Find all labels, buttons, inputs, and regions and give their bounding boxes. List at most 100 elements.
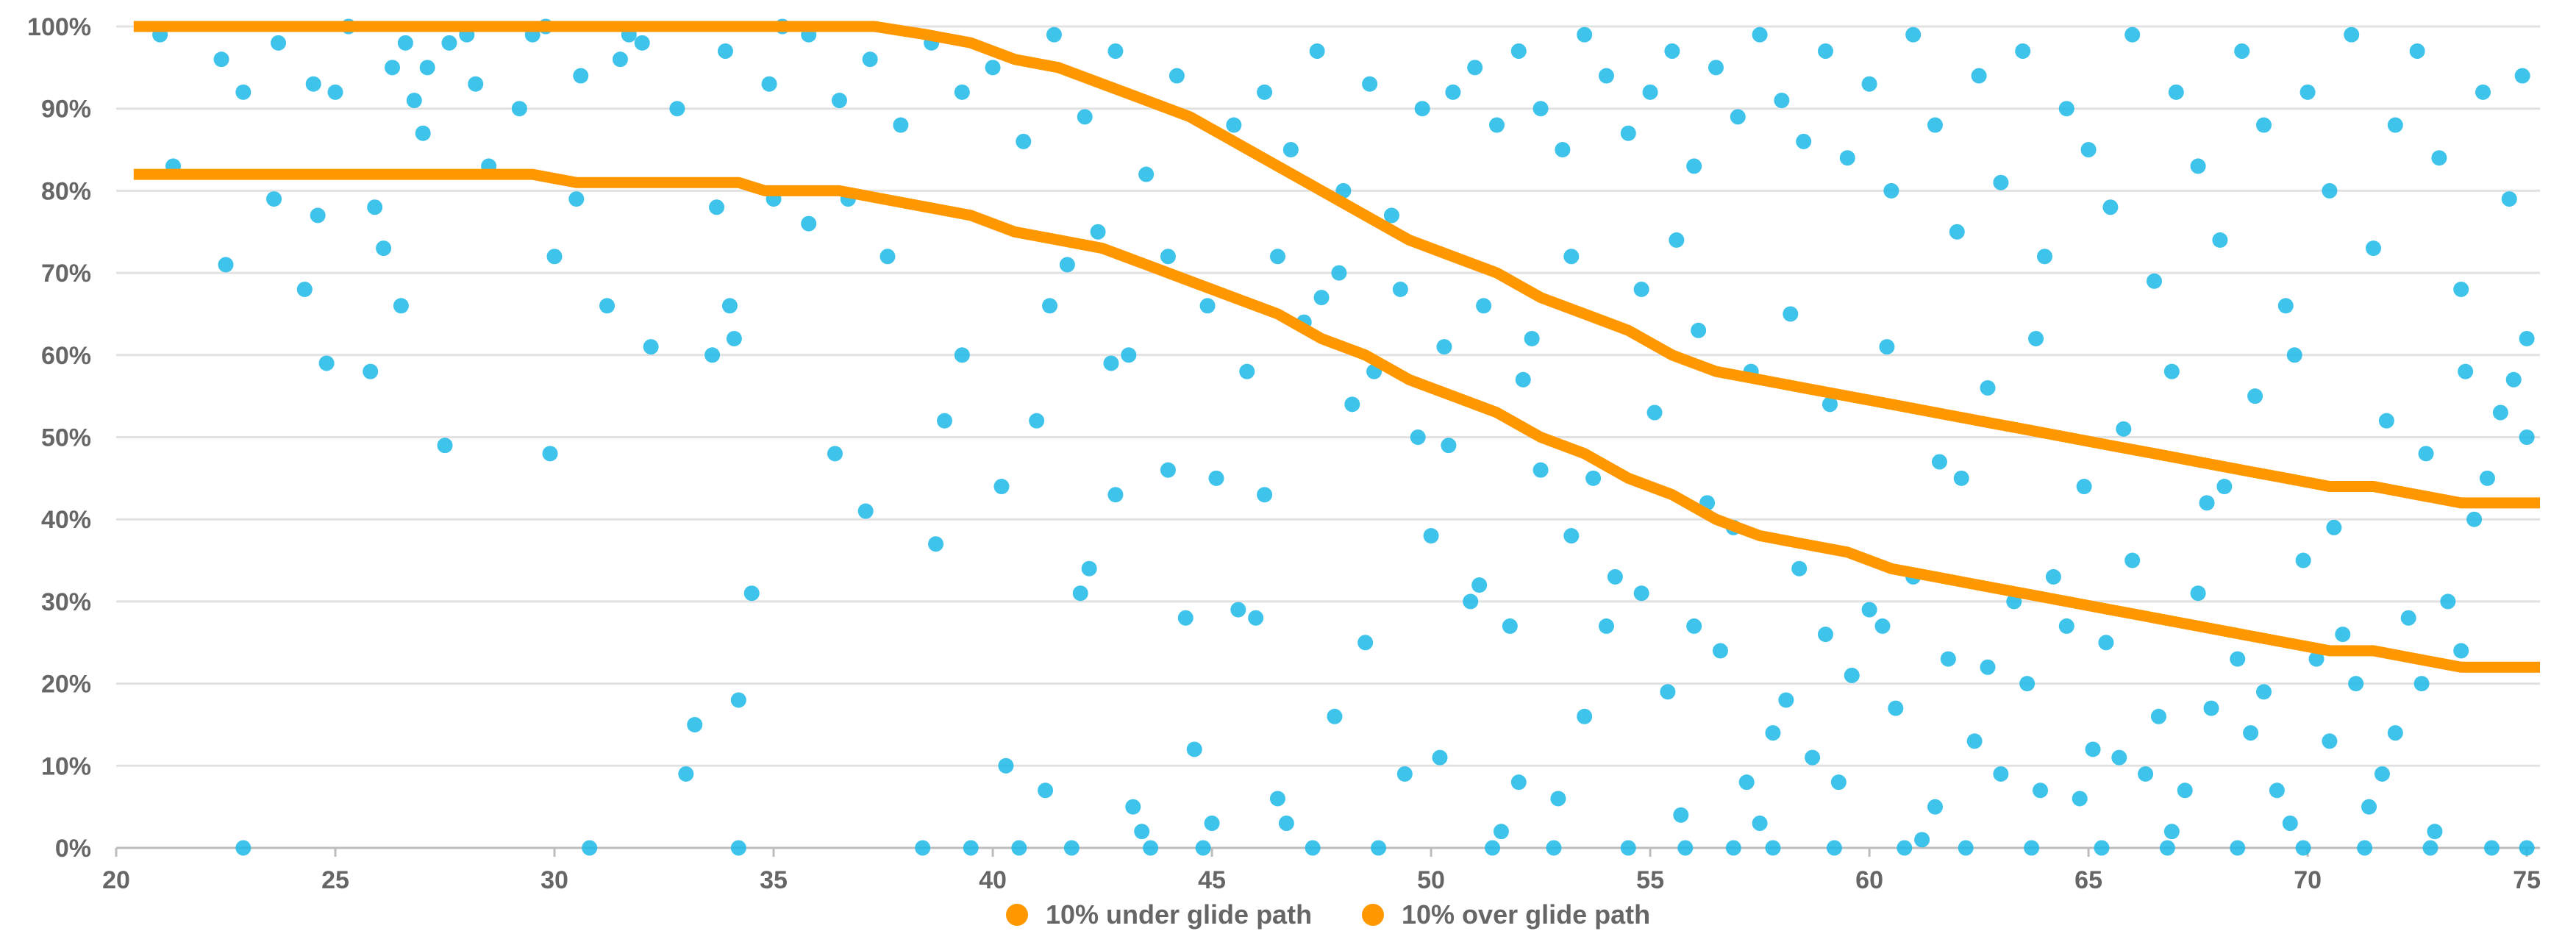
scatter-point [1199, 298, 1216, 314]
scatter-point [511, 101, 527, 117]
scatter-point [717, 43, 733, 60]
scatter-point [2277, 298, 2294, 314]
scatter-point [2466, 511, 2483, 527]
scatter-point [1752, 26, 1768, 43]
scatter-point [2344, 26, 2360, 43]
scatter-point [305, 76, 321, 92]
scatter-point [2085, 741, 2101, 757]
scatter-point [1016, 133, 1032, 149]
scatter-point [743, 585, 760, 602]
scatter-point [643, 339, 659, 355]
scatter-point [634, 35, 650, 51]
scatter-point [2138, 766, 2154, 782]
scatter-point [1633, 281, 1649, 297]
scatter-point [726, 330, 742, 346]
scatter-point [1980, 379, 1996, 396]
scatter-point [730, 840, 746, 856]
scatter-point [2124, 26, 2141, 43]
scatter-point [573, 68, 589, 84]
scatter-point [862, 51, 878, 68]
scatter-point [2098, 635, 2114, 651]
scatter-point [954, 84, 970, 100]
scatter-point [1874, 618, 1891, 634]
scatter-point [235, 84, 251, 100]
scatter-point [1607, 568, 1623, 585]
scatter-point [1510, 43, 1527, 60]
scatter-point [2163, 824, 2180, 840]
scatter-point [2453, 281, 2469, 297]
scatter-point [1752, 815, 1768, 831]
scatter-point [1738, 774, 1755, 791]
legend-item-over[interactable]: 10% over glide path [1362, 899, 1650, 930]
scatter-point [1577, 26, 1593, 43]
scatter-point [2295, 552, 2311, 568]
scatter-point [1844, 667, 1860, 683]
y-tick-label: 10% [41, 752, 91, 780]
scatter-point [1107, 487, 1124, 503]
scatter-point [2094, 840, 2110, 856]
scatter-point [327, 84, 343, 100]
scatter-point [2427, 824, 2443, 840]
scatter-point [1313, 290, 1330, 306]
scatter-point [1686, 618, 1702, 634]
legend: 10% under glide path 10% over glide path [1006, 899, 1650, 930]
scatter-point [2234, 43, 2250, 60]
scatter-point [1463, 593, 1479, 610]
legend-marker-over [1362, 904, 1384, 926]
scatter-point [1888, 700, 1904, 716]
scatter-point [384, 60, 400, 76]
scatter-point [1103, 355, 1119, 371]
scatter-point [542, 446, 558, 462]
y-tick-label: 60% [41, 342, 91, 370]
legend-marker-under [1006, 904, 1028, 926]
scatter-point [2308, 651, 2325, 667]
scatter-point [2387, 725, 2403, 741]
scatter-point [2326, 519, 2342, 535]
scatter-point [1691, 322, 1707, 338]
scatter-point [1396, 766, 1413, 782]
scatter-point [1186, 741, 1202, 757]
scatter-point [1563, 249, 1580, 265]
scatter-point [1467, 60, 1483, 76]
legend-item-under[interactable]: 10% under glide path [1006, 899, 1312, 930]
scatter-point [2256, 684, 2272, 700]
scatter-point [1839, 150, 1855, 166]
scatter-point [1664, 43, 1680, 60]
scatter-point [1879, 339, 1895, 355]
scatter-point [801, 215, 817, 232]
scatter-point [1993, 174, 2009, 190]
scatter-point [1248, 610, 1264, 626]
scatter-point [1059, 257, 1075, 273]
gridlines [116, 25, 2540, 767]
scatter-point [2348, 676, 2364, 692]
y-tick-label: 50% [41, 424, 91, 452]
scatter-point [1949, 224, 1965, 240]
scatter-point [1725, 840, 1741, 856]
scatter-point [2519, 429, 2535, 445]
scatter-point [1046, 26, 1062, 43]
scatter-point [1830, 774, 1847, 791]
scatter-point [2322, 733, 2338, 749]
scatter-point [2431, 150, 2447, 166]
scatter-point [266, 191, 282, 207]
scatter-point [406, 93, 422, 109]
legend-label-under: 10% under glide path [1046, 899, 1312, 930]
scatter-point [1081, 560, 1097, 577]
scatter-point [367, 199, 383, 215]
scatter-point [1765, 725, 1781, 741]
scatter-point [1931, 454, 1947, 470]
scatter-point [1278, 815, 1294, 831]
legend-label-over: 10% over glide path [1402, 899, 1650, 930]
scatter-point [1410, 429, 1426, 445]
scatter-point [2216, 479, 2233, 495]
y-tick-label: 80% [41, 177, 91, 205]
y-tick-label: 100% [27, 13, 91, 41]
scatter-point [2033, 782, 2049, 799]
scatter-point [2080, 142, 2097, 158]
x-tick-label: 40 [979, 866, 1007, 894]
x-tick-label: 35 [760, 866, 788, 894]
y-tick-label: 70% [41, 260, 91, 288]
scatter-point [2409, 43, 2425, 60]
scatter-point [1226, 117, 1242, 133]
scatter-point [1362, 76, 1378, 92]
